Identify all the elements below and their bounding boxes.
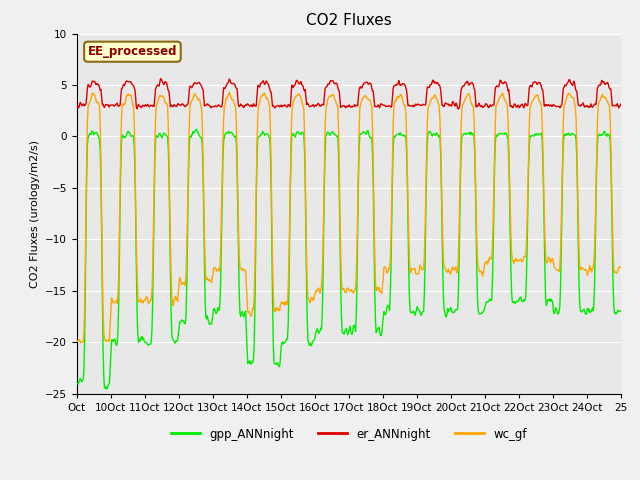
er_ANNnight [73, 104, 81, 110]
wc_gf [238, 267, 246, 273]
er_ANNnight [264, 81, 272, 87]
wc_gf [406, 269, 414, 275]
wc_gf [138, 299, 145, 305]
gpp_ANNnight [617, 308, 625, 314]
Title: CO2 Fluxes: CO2 Fluxes [306, 13, 392, 28]
er_ANNnight [137, 104, 145, 109]
Line: gpp_ANNnight: gpp_ANNnight [77, 129, 621, 389]
wc_gf [617, 264, 625, 270]
er_ANNnight [237, 102, 245, 108]
wc_gf [285, 218, 293, 224]
gpp_ANNnight [285, 240, 293, 246]
er_ANNnight [406, 103, 413, 108]
gpp_ANNnight [138, 336, 145, 342]
wc_gf [77, 340, 85, 346]
gpp_ANNnight [265, 134, 273, 140]
Y-axis label: CO2 Fluxes (urology/m2/s): CO2 Fluxes (urology/m2/s) [29, 140, 40, 288]
Line: er_ANNnight: er_ANNnight [77, 79, 621, 109]
gpp_ANNnight [406, 308, 414, 314]
er_ANNnight [454, 106, 462, 112]
gpp_ANNnight [193, 126, 200, 132]
Line: wc_gf: wc_gf [77, 92, 621, 343]
gpp_ANNnight [102, 386, 109, 392]
er_ANNnight [436, 84, 444, 89]
wc_gf [437, 140, 445, 146]
Text: EE_processed: EE_processed [88, 45, 177, 58]
wc_gf [73, 338, 81, 344]
gpp_ANNnight [437, 151, 445, 156]
Legend: gpp_ANNnight, er_ANNnight, wc_gf: gpp_ANNnight, er_ANNnight, wc_gf [166, 423, 532, 445]
gpp_ANNnight [238, 309, 246, 314]
er_ANNnight [157, 76, 164, 82]
er_ANNnight [285, 102, 292, 108]
gpp_ANNnight [73, 380, 81, 386]
er_ANNnight [617, 101, 625, 107]
wc_gf [265, 101, 273, 107]
wc_gf [225, 89, 233, 95]
